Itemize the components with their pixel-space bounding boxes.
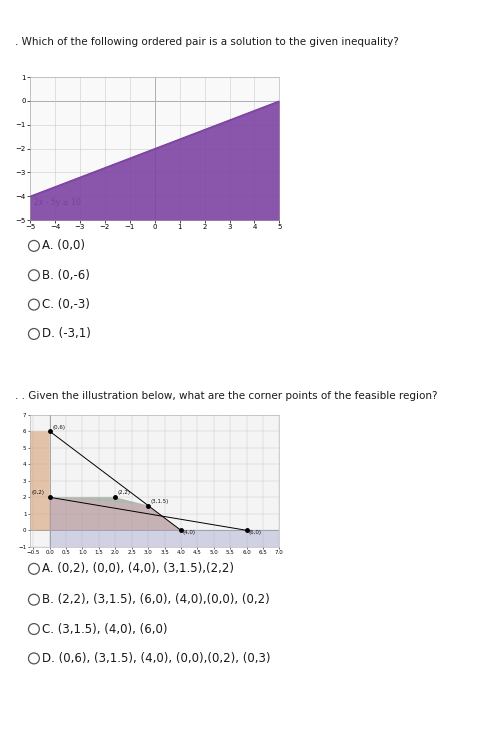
Text: D. (0,6), (3,1.5), (4,0), (0,0),(0,2), (0,3): D. (0,6), (3,1.5), (4,0), (0,0),(0,2), (… [42, 652, 271, 665]
Text: C. (0,-3): C. (0,-3) [42, 298, 90, 311]
Text: . Which of the following ordered pair is a solution to the given inequality?: . Which of the following ordered pair is… [15, 37, 399, 47]
Text: B. (0,-6): B. (0,-6) [42, 269, 90, 282]
Text: . . Given the illustration below, what are the corner points of the feasible reg: . . Given the illustration below, what a… [15, 391, 438, 401]
Polygon shape [30, 432, 181, 530]
Text: 2x - 5y ≥ 10: 2x - 5y ≥ 10 [34, 198, 80, 207]
Text: A. (0,2), (0,0), (4,0), (3,1.5),(2,2): A. (0,2), (0,0), (4,0), (3,1.5),(2,2) [42, 562, 235, 575]
Text: (0,6): (0,6) [52, 424, 65, 429]
Text: (0,2): (0,2) [31, 490, 44, 495]
Text: (6,0): (6,0) [248, 530, 261, 535]
Text: D. (-3,1): D. (-3,1) [42, 327, 91, 341]
Text: B. (2,2), (3,1.5), (6,0), (4,0),(0,0), (0,2): B. (2,2), (3,1.5), (6,0), (4,0),(0,0), (… [42, 593, 270, 606]
Text: (2,2): (2,2) [118, 490, 131, 495]
Polygon shape [49, 498, 279, 547]
Text: (3,1.5): (3,1.5) [151, 499, 169, 504]
Text: (4,0): (4,0) [183, 530, 196, 535]
Polygon shape [49, 498, 148, 506]
Text: C. (3,1.5), (4,0), (6,0): C. (3,1.5), (4,0), (6,0) [42, 622, 168, 636]
Text: A. (0,0): A. (0,0) [42, 239, 85, 252]
